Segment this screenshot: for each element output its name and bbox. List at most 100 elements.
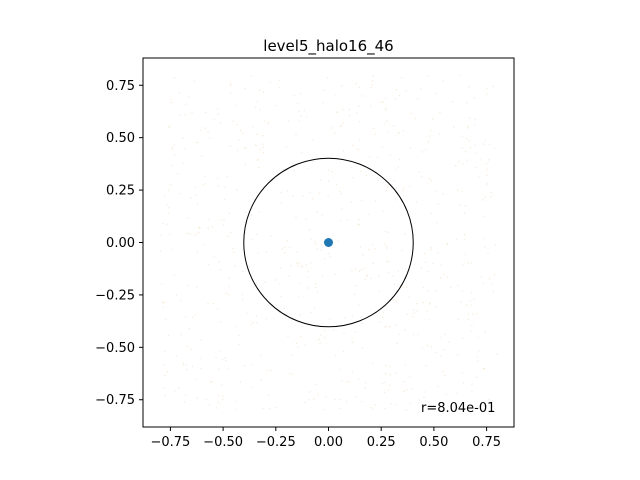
particle-point <box>304 162 306 164</box>
particle-point <box>185 364 187 366</box>
particle-point <box>456 407 459 409</box>
particle-point <box>489 278 491 280</box>
particle-point <box>371 84 373 86</box>
particle-point <box>475 376 478 379</box>
particle-point <box>448 341 450 343</box>
particle-point <box>295 134 297 136</box>
particle-point <box>196 286 198 288</box>
particle-point <box>432 262 434 265</box>
particle-point <box>495 147 497 149</box>
particle-point <box>251 238 254 240</box>
particle-point <box>401 77 403 79</box>
x-tick-label: −0.25 <box>256 435 296 450</box>
particle-point <box>207 302 209 305</box>
particle-point <box>473 298 475 300</box>
particle-point <box>351 338 353 340</box>
particle-point <box>462 337 464 340</box>
particle-point <box>325 396 327 398</box>
particle-point <box>169 125 171 127</box>
particle-point <box>256 133 258 136</box>
particle-point <box>393 180 395 182</box>
particle-point <box>288 120 290 122</box>
particle-point <box>384 243 386 245</box>
particle-point <box>486 168 488 171</box>
particle-point <box>219 122 222 124</box>
particle-point <box>219 269 222 271</box>
particle-point <box>292 373 294 375</box>
particle-point <box>384 407 386 410</box>
particle-point <box>474 144 476 146</box>
particle-point <box>183 401 186 403</box>
particle-point <box>279 283 281 285</box>
particle-point <box>468 313 470 315</box>
particle-point <box>329 255 331 258</box>
particle-point <box>185 316 187 318</box>
particle-point <box>356 112 358 114</box>
particle-point <box>368 213 370 216</box>
particle-point <box>187 284 189 287</box>
particle-point <box>427 271 429 273</box>
particle-point <box>228 293 230 296</box>
particle-point <box>319 334 321 336</box>
particle-point <box>198 226 200 229</box>
particle-point <box>350 167 352 169</box>
particle-point <box>257 252 260 254</box>
particle-point <box>351 370 353 373</box>
particle-point <box>315 383 317 386</box>
particle-point <box>205 398 207 401</box>
particle-point <box>446 276 449 278</box>
particle-point <box>315 286 317 289</box>
particle-point <box>256 233 258 235</box>
particle-point <box>459 204 461 206</box>
particle-point <box>300 92 302 95</box>
particle-point <box>196 141 198 144</box>
particle-point <box>429 302 431 304</box>
particle-point <box>244 87 246 90</box>
particle-point <box>224 357 226 359</box>
particle-point <box>173 274 175 276</box>
particle-point <box>166 223 168 226</box>
particle-point <box>255 145 257 147</box>
particle-point <box>398 333 400 336</box>
particle-point <box>170 102 173 104</box>
particle-point <box>262 407 265 409</box>
particle-point <box>217 108 219 110</box>
particle-point <box>462 163 464 165</box>
particle-point <box>323 409 325 411</box>
particle-point <box>184 148 186 150</box>
particle-point <box>486 93 488 95</box>
particle-point <box>357 378 360 380</box>
particle-point <box>213 255 215 257</box>
particle-point <box>337 240 339 242</box>
particle-point <box>340 125 343 127</box>
particle-point <box>395 403 397 406</box>
particle-point <box>199 358 201 360</box>
particle-point <box>484 331 486 334</box>
particle-point <box>310 262 312 264</box>
particle-point <box>187 217 190 219</box>
particle-point <box>312 139 314 142</box>
halo-radius-circle <box>243 157 414 328</box>
particle-point <box>171 147 173 149</box>
particle-point <box>353 293 356 295</box>
particle-point <box>252 321 255 324</box>
particle-point <box>221 384 223 386</box>
particle-point <box>496 353 498 355</box>
particle-point <box>217 308 219 310</box>
particle-point <box>314 282 316 285</box>
particle-point <box>250 75 253 77</box>
particle-point <box>298 262 300 264</box>
particle-point <box>364 278 366 281</box>
particle-point <box>386 120 388 122</box>
particle-point <box>453 126 455 128</box>
particle-point <box>284 252 286 254</box>
particle-point <box>258 166 260 169</box>
particle-point <box>378 275 380 278</box>
particle-point <box>177 173 179 175</box>
particle-point <box>240 129 242 131</box>
particle-point <box>321 275 323 278</box>
particle-point <box>471 304 473 306</box>
particle-point <box>307 287 309 289</box>
particle-point <box>427 75 429 77</box>
particle-point <box>477 360 479 362</box>
